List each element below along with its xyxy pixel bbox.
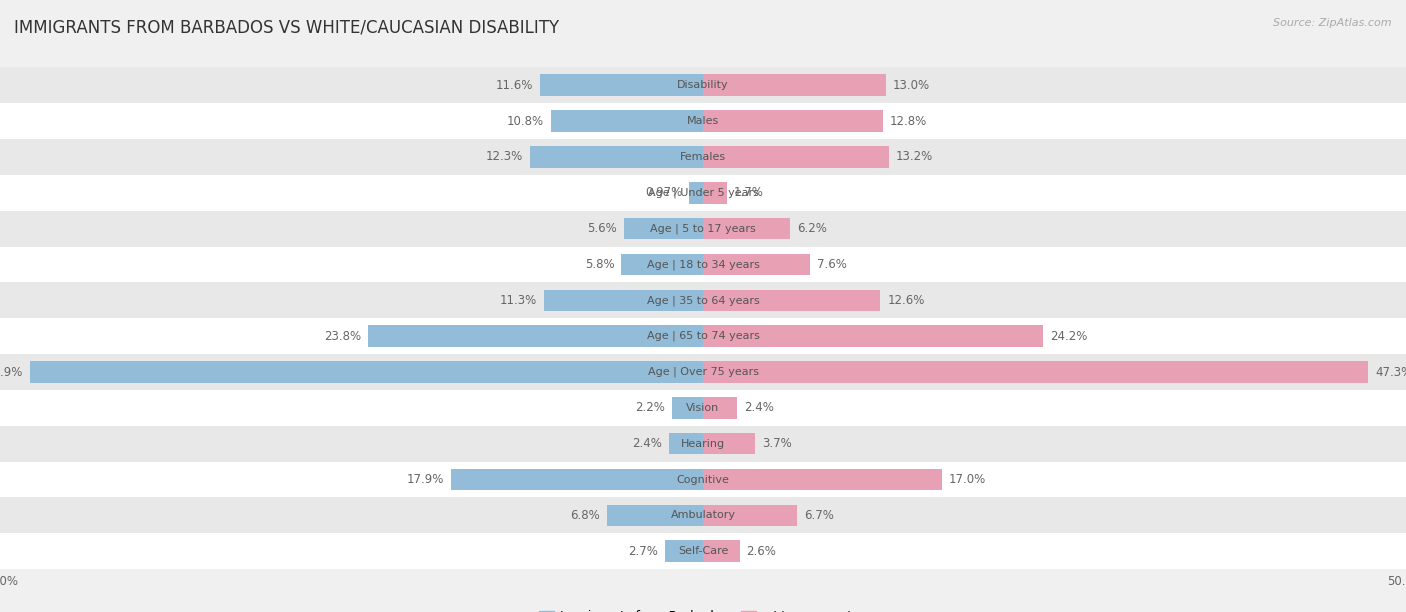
- Legend: Immigrants from Barbados, White/Caucasian: Immigrants from Barbados, White/Caucasia…: [534, 605, 872, 612]
- Bar: [0, 533, 1406, 569]
- Text: 47.9%: 47.9%: [0, 365, 22, 378]
- Text: Vision: Vision: [686, 403, 720, 413]
- Text: 2.4%: 2.4%: [744, 401, 773, 414]
- Text: Age | Under 5 years: Age | Under 5 years: [648, 187, 758, 198]
- Text: 5.8%: 5.8%: [585, 258, 614, 271]
- Text: Self-Care: Self-Care: [678, 547, 728, 556]
- Bar: [0, 461, 1406, 498]
- Text: 24.2%: 24.2%: [1050, 330, 1088, 343]
- Bar: [0, 211, 1406, 247]
- Bar: [0, 354, 1406, 390]
- Text: 23.8%: 23.8%: [325, 330, 361, 343]
- Text: 2.2%: 2.2%: [636, 401, 665, 414]
- Bar: [703, 254, 810, 275]
- Text: 47.3%: 47.3%: [1375, 365, 1406, 378]
- Bar: [703, 218, 790, 239]
- Bar: [0, 390, 1406, 426]
- Text: 0.97%: 0.97%: [645, 186, 682, 200]
- Bar: [703, 182, 727, 204]
- Bar: [703, 540, 740, 562]
- Bar: [0, 282, 1406, 318]
- Text: 17.9%: 17.9%: [406, 473, 444, 486]
- Text: 11.3%: 11.3%: [501, 294, 537, 307]
- Bar: [0, 498, 1406, 533]
- Bar: [0, 318, 1406, 354]
- Bar: [703, 361, 1368, 382]
- Text: 12.8%: 12.8%: [890, 114, 927, 127]
- Bar: [669, 433, 703, 455]
- Bar: [451, 469, 703, 490]
- Bar: [621, 254, 703, 275]
- Text: Source: ZipAtlas.com: Source: ZipAtlas.com: [1274, 18, 1392, 28]
- Bar: [607, 505, 703, 526]
- Text: 12.3%: 12.3%: [486, 151, 523, 163]
- Text: Males: Males: [688, 116, 718, 126]
- Bar: [703, 469, 942, 490]
- Bar: [0, 67, 1406, 103]
- Bar: [703, 110, 883, 132]
- Bar: [551, 110, 703, 132]
- Text: Cognitive: Cognitive: [676, 474, 730, 485]
- Bar: [703, 289, 880, 311]
- Bar: [30, 361, 703, 382]
- Text: 2.4%: 2.4%: [633, 437, 662, 450]
- Text: 11.6%: 11.6%: [495, 79, 533, 92]
- Text: 5.6%: 5.6%: [588, 222, 617, 235]
- Text: 1.7%: 1.7%: [734, 186, 763, 200]
- Text: Age | 5 to 17 years: Age | 5 to 17 years: [650, 223, 756, 234]
- Text: 2.6%: 2.6%: [747, 545, 776, 558]
- Text: Age | Over 75 years: Age | Over 75 years: [648, 367, 758, 377]
- Text: 10.8%: 10.8%: [508, 114, 544, 127]
- Bar: [703, 397, 737, 419]
- Bar: [689, 182, 703, 204]
- Bar: [665, 540, 703, 562]
- Bar: [0, 139, 1406, 175]
- Text: Age | 35 to 64 years: Age | 35 to 64 years: [647, 295, 759, 305]
- Text: 7.6%: 7.6%: [817, 258, 846, 271]
- Text: 6.8%: 6.8%: [571, 509, 600, 522]
- Bar: [530, 146, 703, 168]
- Bar: [703, 326, 1043, 347]
- Text: 12.6%: 12.6%: [887, 294, 925, 307]
- Bar: [703, 505, 797, 526]
- Text: 13.2%: 13.2%: [896, 151, 932, 163]
- Text: Disability: Disability: [678, 80, 728, 90]
- Text: 6.7%: 6.7%: [804, 509, 834, 522]
- Text: 6.2%: 6.2%: [797, 222, 827, 235]
- Bar: [0, 426, 1406, 461]
- Text: 13.0%: 13.0%: [893, 79, 929, 92]
- Bar: [368, 326, 703, 347]
- Text: Ambulatory: Ambulatory: [671, 510, 735, 520]
- Bar: [703, 433, 755, 455]
- Bar: [703, 75, 886, 96]
- Bar: [0, 247, 1406, 282]
- Bar: [672, 397, 703, 419]
- Bar: [624, 218, 703, 239]
- Text: 17.0%: 17.0%: [949, 473, 986, 486]
- Text: Females: Females: [681, 152, 725, 162]
- Bar: [0, 175, 1406, 211]
- Bar: [540, 75, 703, 96]
- Text: IMMIGRANTS FROM BARBADOS VS WHITE/CAUCASIAN DISABILITY: IMMIGRANTS FROM BARBADOS VS WHITE/CAUCAS…: [14, 18, 560, 36]
- Text: 3.7%: 3.7%: [762, 437, 792, 450]
- Text: Age | 18 to 34 years: Age | 18 to 34 years: [647, 259, 759, 270]
- Bar: [703, 146, 889, 168]
- Text: Hearing: Hearing: [681, 439, 725, 449]
- Bar: [0, 103, 1406, 139]
- Bar: [544, 289, 703, 311]
- Text: 2.7%: 2.7%: [628, 545, 658, 558]
- Text: Age | 65 to 74 years: Age | 65 to 74 years: [647, 331, 759, 341]
